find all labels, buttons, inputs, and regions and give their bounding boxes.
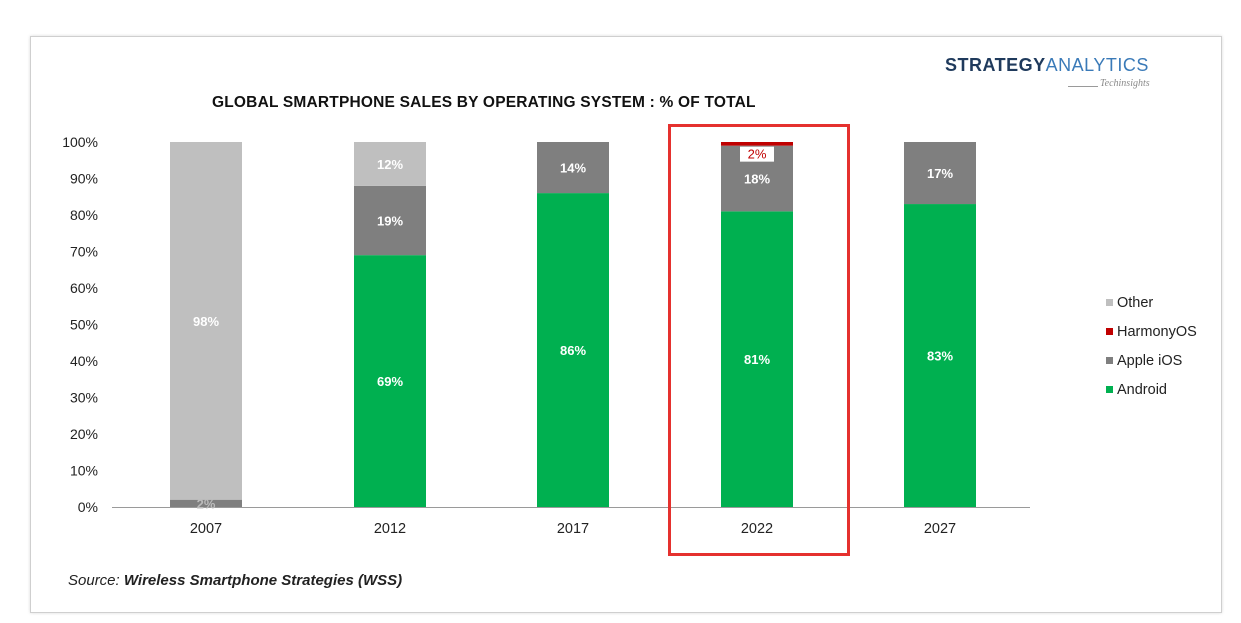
- logo-subtitle: Techinsights: [1100, 78, 1150, 89]
- bar-segment-apple-ios-2027: [904, 142, 976, 205]
- y-tick-label: 100%: [62, 134, 98, 150]
- data-label-apple-ios-2007: 2%: [197, 496, 216, 511]
- data-label-apple-ios-2027: 17%: [927, 166, 953, 181]
- legend-item-harmonyos: HarmonyOS: [1106, 317, 1197, 346]
- bar-segment-apple-ios-2017: [537, 142, 609, 194]
- legend-label: Android: [1117, 381, 1167, 398]
- legend-swatch: [1106, 328, 1113, 335]
- legend-item-android: Android: [1106, 375, 1197, 404]
- bar-segment-harmonyos-2022: [721, 142, 793, 146]
- y-tick-label: 40%: [70, 353, 98, 369]
- bar-segment-android-2012: [354, 255, 426, 507]
- bar-segment-android-2027: [904, 204, 976, 508]
- strategy-analytics-logo: STRATEGYANALYTICS: [945, 55, 1149, 75]
- data-label-other-2007: 98%: [193, 314, 219, 329]
- y-tick-label: 70%: [70, 244, 98, 260]
- y-tick-label: 0%: [78, 499, 98, 515]
- legend-item-apple-ios: Apple iOS: [1106, 346, 1197, 375]
- bar-segment-apple-ios-2007: [170, 499, 242, 507]
- bar-segment-android-2022: [721, 211, 793, 507]
- legend-swatch: [1106, 386, 1113, 393]
- bar-segment-apple-ios-2012: [354, 185, 426, 256]
- data-label-apple-ios-2017: 14%: [560, 161, 586, 176]
- y-tick-label: 10%: [70, 463, 98, 479]
- legend-label: Apple iOS: [1117, 352, 1183, 369]
- data-label-harmonyos-2022: 2%: [748, 147, 767, 162]
- chart-legend: Other HarmonyOS Apple iOS Android: [1106, 288, 1197, 404]
- data-label-apple-ios-2022: 18%: [744, 172, 770, 187]
- y-tick-label: 50%: [70, 317, 98, 333]
- data-label-apple-ios-2012: 19%: [377, 213, 403, 228]
- legend-swatch: [1106, 357, 1113, 364]
- data-label-android-2022: 81%: [744, 352, 770, 367]
- y-tick-label: 30%: [70, 390, 98, 406]
- y-tick-label: 60%: [70, 280, 98, 296]
- bar-segment-android-2017: [537, 193, 609, 507]
- chart-title: GLOBAL SMARTPHONE SALES BY OPERATING SYS…: [212, 94, 756, 111]
- logo-divider: [1068, 86, 1098, 87]
- x-tick-label: 2012: [374, 521, 406, 537]
- x-tick-label: 2007: [190, 521, 222, 537]
- data-label-android-2012: 69%: [377, 374, 403, 389]
- highlight-box-2022: [668, 124, 850, 556]
- legend-item-other: Other: [1106, 288, 1197, 317]
- bar-segment-other-2012: [354, 142, 426, 186]
- source-note: Source: Wireless Smartphone Strategies (…: [68, 572, 403, 589]
- legend-swatch: [1106, 299, 1113, 306]
- x-tick-label: 2017: [557, 521, 589, 537]
- data-label-android-2027: 83%: [927, 349, 953, 364]
- harmonyos-label-bg: [740, 146, 774, 162]
- y-tick-label: 20%: [70, 426, 98, 442]
- x-tick-label: 2027: [924, 521, 956, 537]
- bar-segment-other-2007: [170, 142, 242, 500]
- legend-label: HarmonyOS: [1117, 323, 1197, 340]
- data-label-android-2017: 86%: [560, 343, 586, 358]
- y-tick-label: 90%: [70, 171, 98, 187]
- y-tick-label: 80%: [70, 207, 98, 223]
- legend-label: Other: [1117, 294, 1154, 311]
- data-label-other-2012: 12%: [377, 157, 403, 172]
- x-tick-label: 2022: [741, 521, 773, 537]
